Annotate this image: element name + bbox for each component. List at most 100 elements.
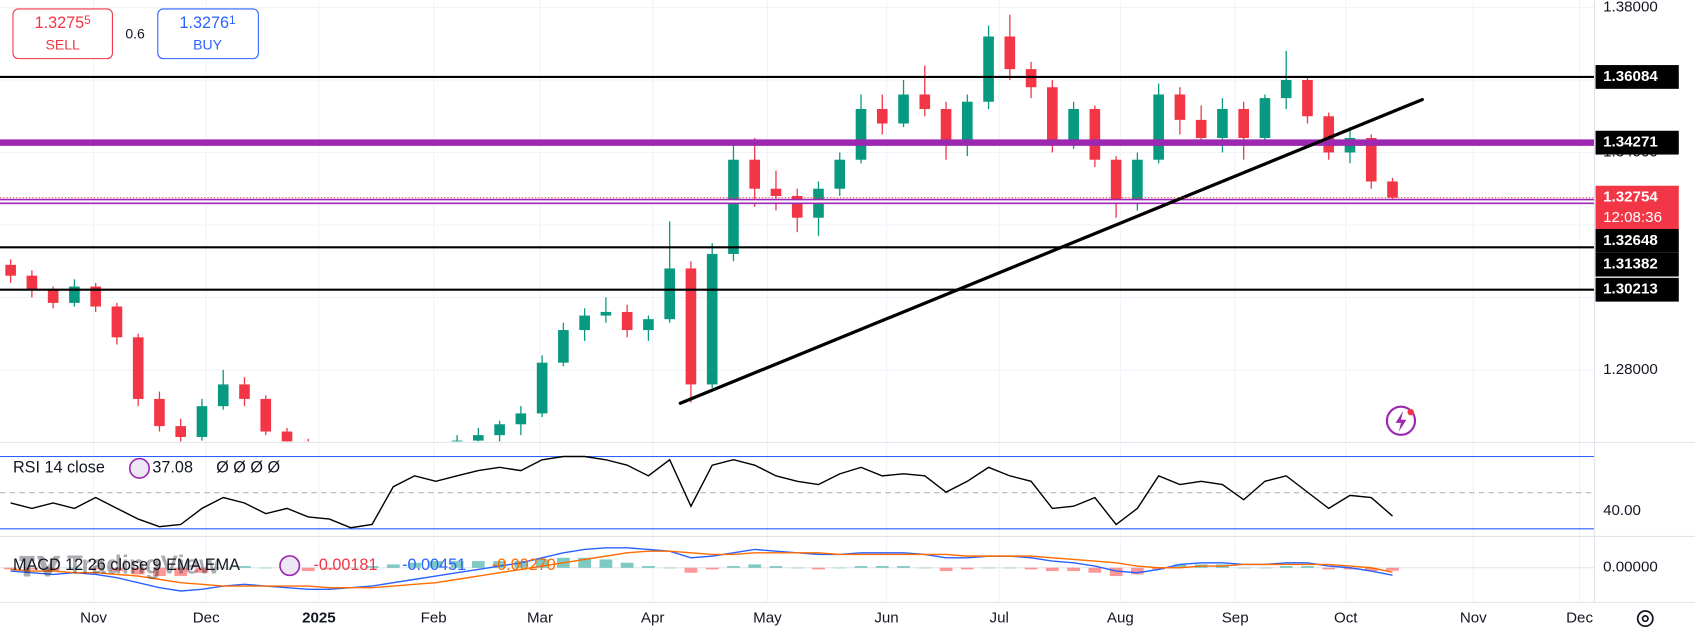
sell-label: SELL <box>46 36 81 52</box>
macd-histogram-bar <box>812 567 825 570</box>
macd-histogram-bar <box>1258 567 1272 569</box>
candle-body <box>579 315 590 331</box>
candle-body <box>69 286 80 303</box>
candle-body <box>111 306 123 338</box>
candle-body <box>1110 159 1122 204</box>
candle-body <box>26 275 38 291</box>
candle-body <box>1238 108 1249 138</box>
price-labels: 1.36084 1.34271 1.32754 12:08:36 1.32648 1.31… <box>1595 65 1679 302</box>
macd-histogram-bar <box>493 561 506 568</box>
price-label: 1.32754 <box>1603 189 1658 206</box>
sell-button[interactable] <box>12 8 113 60</box>
macd-line <box>10 547 1393 592</box>
candle-body <box>1004 36 1016 70</box>
price-label: 1.31382 <box>1603 256 1658 273</box>
candle-body <box>898 94 909 124</box>
macd-histogram-bar <box>174 567 188 577</box>
macd-histogram-bar <box>769 566 783 568</box>
candle-body <box>47 290 59 303</box>
x-tick-label: Aug <box>1107 610 1134 627</box>
price-label-box <box>1595 228 1679 253</box>
buy-label: BUY <box>193 36 223 52</box>
macd-histogram-bar <box>748 564 762 568</box>
candle-body <box>685 268 697 385</box>
candle-body <box>621 311 633 331</box>
candle-body <box>983 36 994 102</box>
candle-body <box>1195 119 1207 138</box>
macd-histogram-bar <box>46 567 60 572</box>
macd-histogram-bar <box>1109 567 1123 577</box>
macd-histogram-bar <box>833 567 847 569</box>
gear-inner[interactable] <box>1641 615 1649 623</box>
gear-outer[interactable] <box>1636 610 1654 628</box>
macd-histogram-bar <box>705 567 719 570</box>
macd-histogram-bar <box>620 562 634 568</box>
x-tick-label: May <box>753 610 782 627</box>
macd-histogram-bar <box>663 567 677 569</box>
price-label: 1.36084 <box>1603 68 1658 85</box>
candle-body <box>919 94 931 109</box>
rsi-flags: Ø Ø Ø Ø <box>216 459 280 477</box>
macd-histogram-bar <box>875 566 889 568</box>
alert-icon[interactable] <box>1385 405 1417 436</box>
candle-body <box>940 108 952 146</box>
candle-body <box>217 384 229 407</box>
x-tick-label: Oct <box>1334 610 1358 627</box>
price-label: 1.32648 <box>1603 232 1658 249</box>
macd-histogram-bar <box>1364 567 1378 572</box>
rsi-title: RSI 14 close <box>13 459 105 477</box>
countdown-label: 12:08:36 <box>1603 209 1662 226</box>
macd-histogram-bar <box>918 567 932 569</box>
candle-body <box>451 440 463 442</box>
candle-body <box>1259 98 1271 138</box>
price-label-box <box>1595 185 1679 229</box>
candle-body <box>154 398 165 427</box>
macd-histogram-bar <box>939 567 953 572</box>
candle-body <box>1132 159 1143 204</box>
macd-histogram-value: -0.00181 <box>313 556 377 574</box>
watermark-text: TradingView <box>67 552 220 580</box>
macd-histogram-bar <box>471 561 485 568</box>
macd-histogram-bar <box>216 567 230 569</box>
x-tick-label: Nov <box>80 610 107 627</box>
macd-histogram-bar <box>1152 567 1166 570</box>
y-tick-label: 1.28000 <box>1603 361 1658 378</box>
macd-histogram-bar <box>1386 567 1399 571</box>
macd-histogram-bar <box>960 567 974 570</box>
macd-histogram-bar <box>89 567 103 570</box>
macd-histogram-bar <box>301 567 315 572</box>
price-label: 1.30213 <box>1603 281 1658 298</box>
candle-body <box>791 195 803 218</box>
price-label-box <box>1595 65 1679 89</box>
candle-body <box>1068 108 1079 146</box>
y-tick-label: 0.00000 <box>1603 559 1658 576</box>
price-label-box <box>1595 277 1679 302</box>
alert-icon-bolt[interactable] <box>1395 411 1407 432</box>
macd-histogram-bar <box>68 567 81 569</box>
macd-histogram-bar <box>982 567 995 569</box>
macd-histogram-bar <box>642 566 655 568</box>
macd-signal-value: -0.00270 <box>492 556 556 574</box>
candle-body <box>515 413 527 425</box>
macd-title: MACD 12 26 close 9 EMA EMA <box>13 556 240 574</box>
macd-histogram-bar <box>238 566 251 568</box>
candle-body <box>90 286 101 307</box>
indicator-icon[interactable] <box>279 555 301 577</box>
candle-body <box>728 159 739 254</box>
x-tick-label: Dec <box>1566 610 1593 627</box>
candle-body <box>239 384 250 399</box>
macd-histogram-bar <box>1045 567 1059 572</box>
buy-button[interactable] <box>157 8 259 60</box>
alert-icon-dot <box>1407 408 1414 416</box>
candle-body <box>175 426 187 437</box>
macd-histogram-bar <box>450 561 464 568</box>
candle-body <box>1323 116 1335 153</box>
macd-histogram-bar <box>25 567 39 570</box>
candle-body <box>961 101 973 146</box>
indicator-icon[interactable] <box>128 457 150 479</box>
macd-histogram-bar <box>535 559 549 568</box>
x-tick-label: Dec <box>193 610 220 627</box>
settings-button[interactable] <box>1636 610 1654 628</box>
signal-line <box>10 550 1393 589</box>
